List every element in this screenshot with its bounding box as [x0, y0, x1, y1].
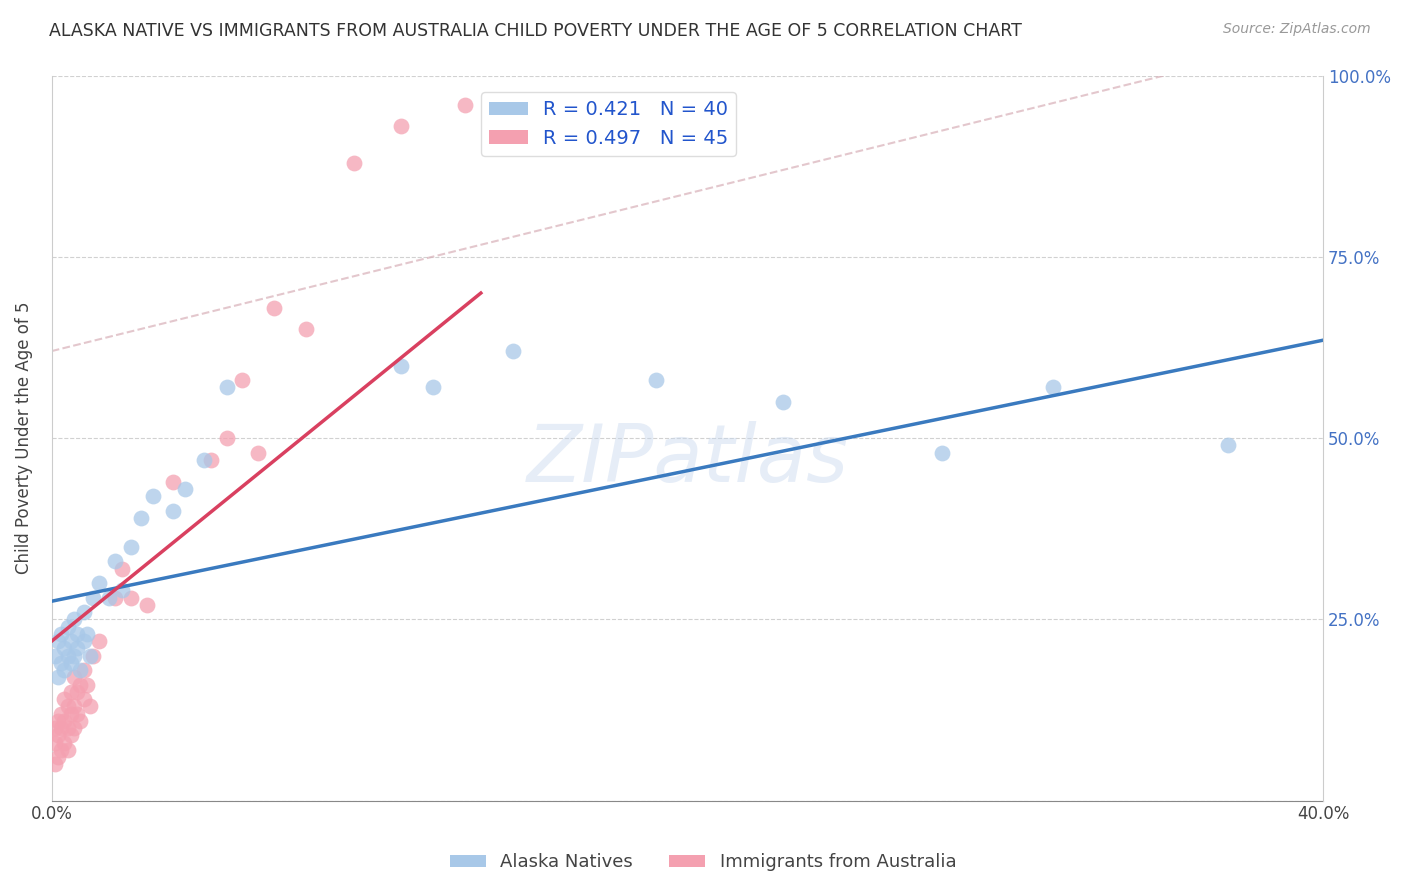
Point — [174, 482, 197, 496]
Point — [69, 714, 91, 728]
Point — [44, 757, 66, 772]
Point — [63, 721, 86, 735]
Point — [142, 489, 165, 503]
Point — [89, 576, 111, 591]
Point — [72, 605, 94, 619]
Text: ZIPatlas: ZIPatlas — [526, 421, 848, 499]
Point — [46, 634, 69, 648]
Point — [46, 728, 69, 742]
Point — [63, 699, 86, 714]
Point — [644, 373, 666, 387]
Point — [56, 743, 79, 757]
Point — [69, 663, 91, 677]
Point — [97, 591, 120, 605]
Point — [53, 714, 76, 728]
Point — [51, 743, 73, 757]
Point — [263, 301, 285, 315]
Point — [51, 721, 73, 735]
Text: ALASKA NATIVE VS IMMIGRANTS FROM AUSTRALIA CHILD POVERTY UNDER THE AGE OF 5 CORR: ALASKA NATIVE VS IMMIGRANTS FROM AUSTRAL… — [49, 22, 1022, 40]
Point — [104, 554, 127, 568]
Point — [162, 503, 184, 517]
Point — [53, 641, 76, 656]
Point — [89, 634, 111, 648]
Point — [51, 627, 73, 641]
Point — [53, 663, 76, 677]
Point — [44, 736, 66, 750]
Point — [46, 750, 69, 764]
Point — [72, 634, 94, 648]
Point — [422, 380, 444, 394]
Legend: Alaska Natives, Immigrants from Australia: Alaska Natives, Immigrants from Australi… — [443, 847, 963, 879]
Point — [162, 475, 184, 489]
Point — [129, 511, 152, 525]
Point — [111, 561, 134, 575]
Point — [1216, 438, 1239, 452]
Point — [56, 619, 79, 633]
Point — [63, 648, 86, 663]
Point — [79, 699, 101, 714]
Point — [76, 677, 98, 691]
Point — [104, 591, 127, 605]
Point — [193, 452, 215, 467]
Point — [66, 627, 89, 641]
Point — [120, 540, 142, 554]
Point — [46, 670, 69, 684]
Point — [59, 634, 82, 648]
Point — [72, 663, 94, 677]
Y-axis label: Child Poverty Under the Age of 5: Child Poverty Under the Age of 5 — [15, 301, 32, 574]
Point — [343, 155, 366, 169]
Point — [59, 685, 82, 699]
Point — [136, 598, 159, 612]
Point — [53, 692, 76, 706]
Point — [120, 591, 142, 605]
Point — [44, 721, 66, 735]
Point — [51, 706, 73, 721]
Text: Source: ZipAtlas.com: Source: ZipAtlas.com — [1223, 22, 1371, 37]
Point — [63, 612, 86, 626]
Point — [56, 648, 79, 663]
Point — [63, 670, 86, 684]
Point — [76, 627, 98, 641]
Point — [502, 344, 524, 359]
Point — [56, 699, 79, 714]
Point — [53, 736, 76, 750]
Point — [231, 373, 253, 387]
Point — [59, 728, 82, 742]
Point — [51, 656, 73, 670]
Point — [59, 656, 82, 670]
Point — [454, 97, 477, 112]
Point — [66, 706, 89, 721]
Point — [46, 714, 69, 728]
Point — [72, 692, 94, 706]
Point — [69, 677, 91, 691]
Point — [389, 120, 412, 134]
Point — [772, 394, 794, 409]
Point — [59, 706, 82, 721]
Point — [215, 431, 238, 445]
Point — [44, 648, 66, 663]
Point — [1042, 380, 1064, 394]
Point — [56, 721, 79, 735]
Point — [215, 380, 238, 394]
Point — [82, 591, 104, 605]
Point — [82, 648, 104, 663]
Point — [247, 445, 270, 459]
Point — [66, 641, 89, 656]
Point — [200, 452, 222, 467]
Point — [79, 648, 101, 663]
Point — [931, 445, 953, 459]
Point — [295, 322, 318, 336]
Point — [389, 359, 412, 373]
Legend: R = 0.421   N = 40, R = 0.497   N = 45: R = 0.421 N = 40, R = 0.497 N = 45 — [481, 93, 737, 156]
Point — [111, 583, 134, 598]
Point — [66, 685, 89, 699]
